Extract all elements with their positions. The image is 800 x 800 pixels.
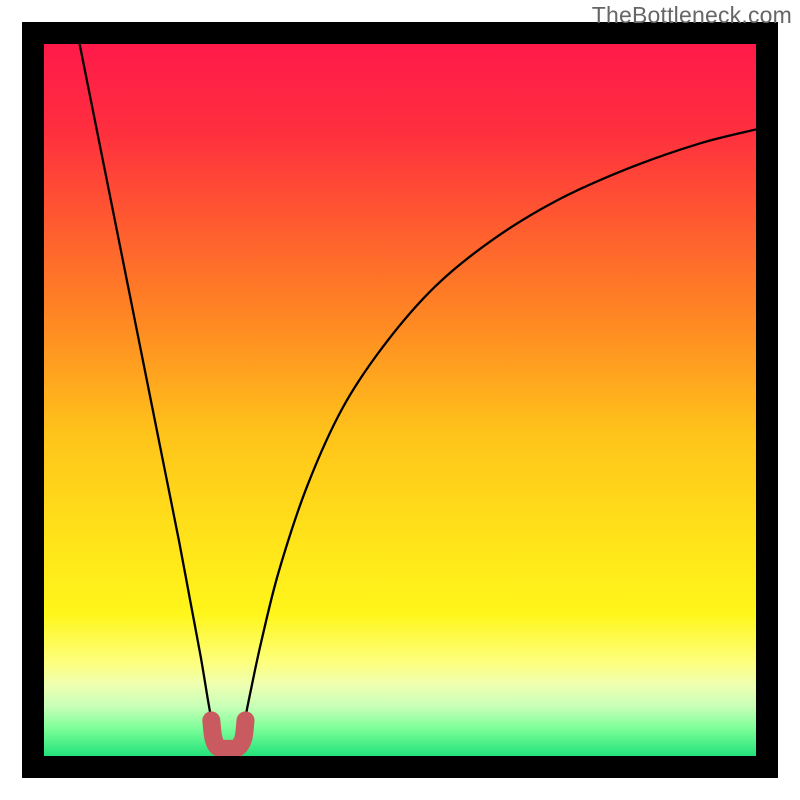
watermark-text: TheBottleneck.com (592, 2, 792, 29)
chart-canvas: TheBottleneck.com (0, 0, 800, 800)
plot-frame (22, 22, 778, 778)
